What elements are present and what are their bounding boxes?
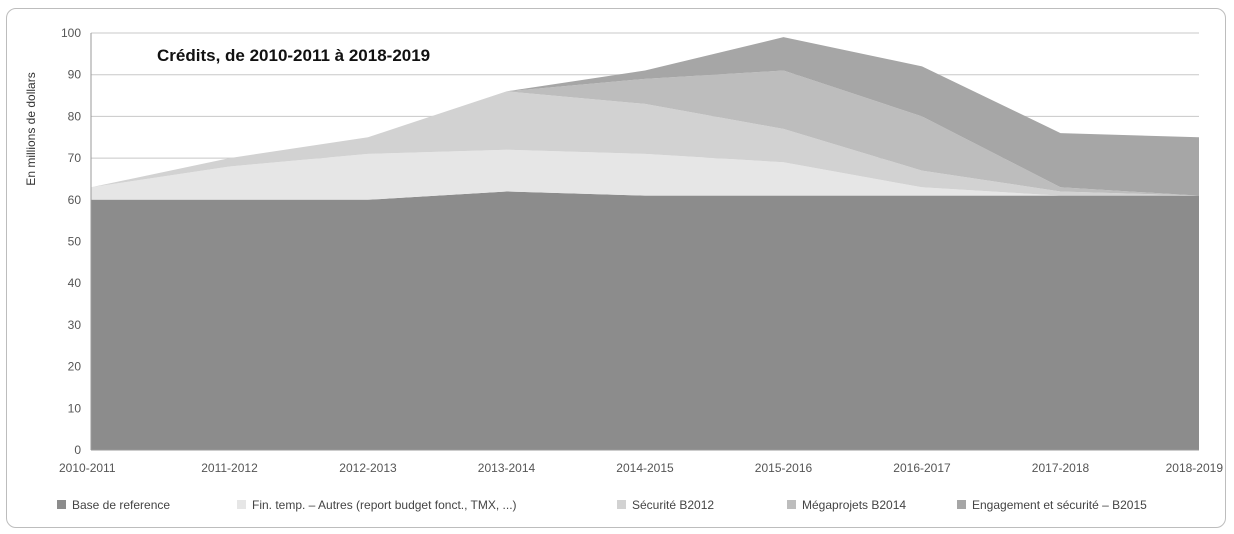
legend-swatch: [57, 500, 66, 509]
y-tick-label: 30: [68, 318, 82, 332]
y-tick-label: 50: [68, 235, 82, 249]
legend: Base de reference Fin. temp. – Autres (re…: [57, 498, 1147, 512]
x-tick-label: 2012-2013: [339, 461, 397, 475]
y-axis-label: En millions de dollars: [24, 72, 38, 185]
y-tick-label: 40: [68, 276, 82, 290]
legend-swatch: [237, 500, 246, 509]
area-series-2: [91, 149, 1199, 200]
area-series-5: [91, 37, 1199, 196]
x-tick-label: 2011-2012: [201, 461, 258, 475]
y-tick-label: 80: [68, 109, 82, 123]
y-tick-label: 10: [68, 401, 82, 415]
y-tick-label: 60: [68, 193, 82, 207]
x-tick-label: 2014-2015: [616, 461, 674, 475]
x-tick-label: 2015-2016: [755, 461, 813, 475]
legend-label: Engagement et sécurité – B2015: [972, 498, 1147, 512]
legend-label: Sécurité B2012: [632, 498, 714, 512]
data-areas: [91, 37, 1199, 450]
legend-swatch: [617, 500, 626, 509]
legend-label: Base de reference: [72, 498, 170, 512]
x-tick-label: 2013-2014: [478, 461, 536, 475]
chart-frame: 0 10 20 30 40 50 60 70 80 90 100 2010-2011 2011-2012…: [6, 8, 1226, 528]
y-tick-label: 0: [74, 443, 81, 457]
chart-title: Crédits, de 2010-2011 à 2018-2019: [157, 46, 430, 65]
area-series-1: [91, 191, 1199, 450]
y-tick-label: 20: [68, 360, 82, 374]
stacked-area-chart: 0 10 20 30 40 50 60 70 80 90 100 2010-2011 2011-2012…: [24, 26, 1223, 512]
legend-label: Mégaprojets B2014: [802, 498, 906, 512]
legend-swatch: [957, 500, 966, 509]
x-tick-label: 2017-2018: [1032, 461, 1090, 475]
x-tick-label: 2010-2011: [59, 461, 116, 475]
area-series-4: [91, 70, 1199, 196]
y-tick-label: 90: [68, 68, 82, 82]
axes: 0 10 20 30 40 50 60 70 80 90 100 2010-2011 2011-2012…: [59, 26, 1223, 475]
legend-label: Fin. temp. – Autres (report budget fonct…: [252, 498, 517, 512]
y-tick-label: 100: [61, 26, 81, 40]
legend-swatch: [787, 500, 796, 509]
area-series-3: [91, 91, 1199, 196]
x-tick-label: 2018-2019: [1166, 461, 1224, 475]
y-tick-label: 70: [68, 151, 82, 165]
x-tick-label: 2016-2017: [893, 461, 951, 475]
